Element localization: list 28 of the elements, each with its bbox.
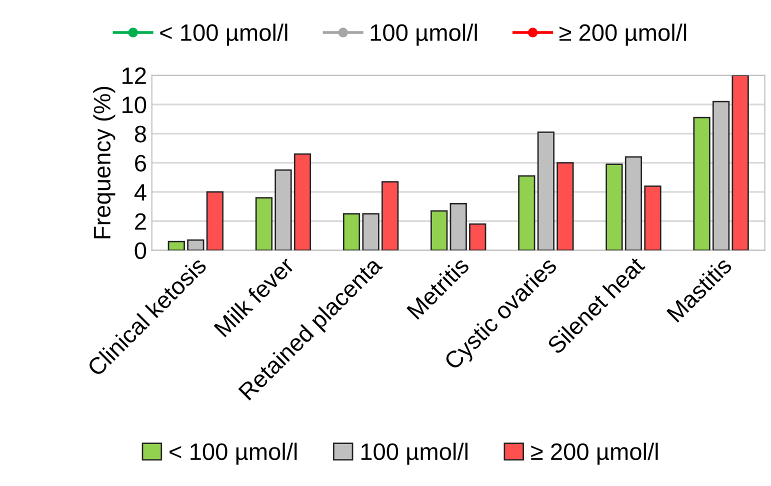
legend-label: 100 µmol/l: [370, 24, 477, 46]
y-tick-label: 8: [134, 126, 146, 142]
bar: [342, 213, 360, 250]
legend-label: < 100 µmol/l: [160, 24, 288, 46]
bar: [518, 175, 536, 250]
bar: [381, 181, 399, 250]
y-tick-label: 4: [134, 184, 146, 201]
legend-label: ≥ 200 µmol/l: [531, 442, 658, 465]
y-tick-label: 2: [135, 213, 146, 230]
y-tick-label: 10: [122, 96, 146, 114]
bar: [644, 185, 662, 250]
y-tick-label: 6: [135, 154, 146, 172]
y-tick-label: 0: [134, 242, 146, 260]
bar: [606, 164, 623, 250]
bar: [693, 116, 710, 250]
bar: [206, 191, 224, 250]
legend-label: < 100 µmol/l: [170, 442, 297, 465]
bar: [469, 223, 486, 250]
y-axis-title: Frequency (%): [93, 86, 116, 238]
legend-label: 100 µmol/l: [361, 442, 468, 465]
bar: [294, 153, 312, 250]
bar: [255, 197, 273, 250]
bar: [168, 240, 185, 250]
bar: [732, 75, 749, 250]
y-tick-label: 12: [122, 67, 146, 84]
legend-label: ≥ 200 µmol/l: [559, 24, 686, 46]
bar: [556, 162, 574, 250]
bar: [430, 210, 448, 250]
